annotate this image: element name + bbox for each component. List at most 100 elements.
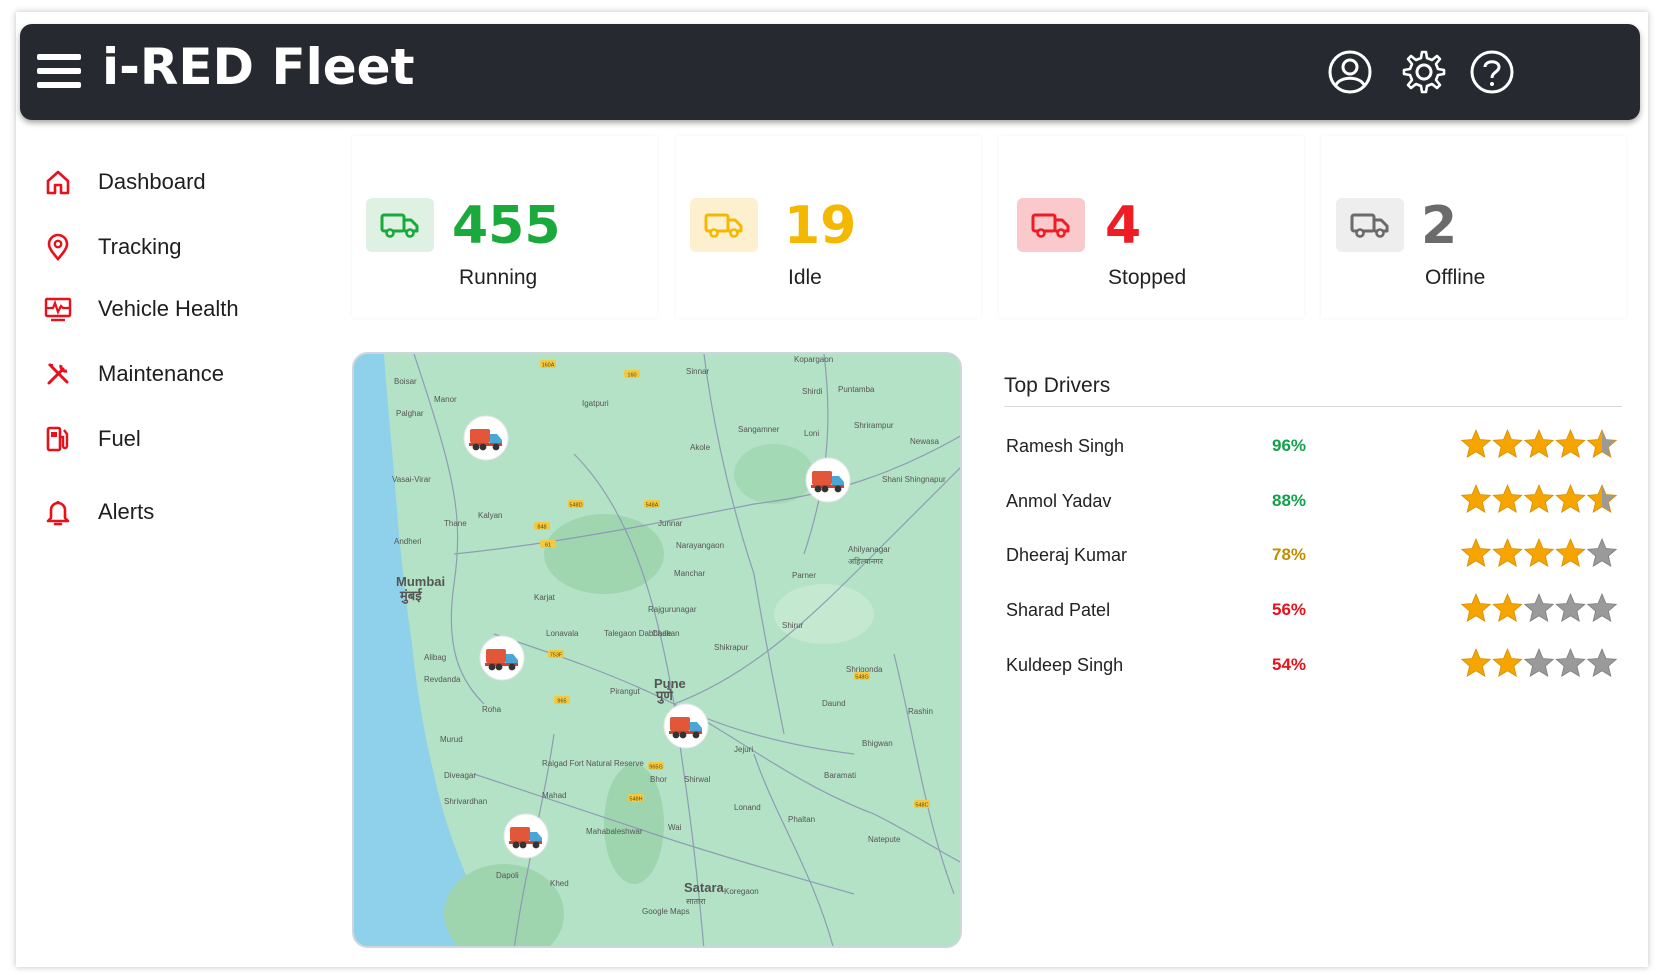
star-rating [1460, 537, 1618, 567]
sidebar: Dashboard Tracking Vehicle Health Mainte… [20, 136, 330, 956]
map-place-label: Shirur [782, 621, 804, 630]
star-icon [1555, 537, 1586, 567]
map-place-label: Bhor [650, 775, 667, 784]
star-icon [1492, 428, 1523, 458]
map-place-label: Alibag [424, 653, 446, 662]
map-canvas[interactable]: Boisar Palghar Manor Vasai-Virar Thane Kalyan… [354, 354, 962, 948]
star-icon [1523, 428, 1555, 458]
truck-marker-icon[interactable] [503, 813, 549, 859]
star-icon [1523, 483, 1555, 513]
sidebar-item-label: Dashboard [98, 169, 206, 194]
star-icon [1460, 428, 1492, 458]
fuel-pump-icon [42, 423, 74, 455]
star-icon [1460, 647, 1492, 677]
map-place-label: Shirdi [802, 387, 823, 396]
settings-icon[interactable] [1398, 48, 1446, 96]
star-icon [1555, 592, 1586, 622]
stat-card-offline[interactable]: 2 Offline [1321, 136, 1626, 318]
map-place-label: Narayangaon [676, 541, 724, 550]
star-icon [1555, 483, 1586, 513]
driver-row[interactable]: Dheeraj Kumar 78% [1006, 537, 1626, 577]
map-place-label: Phaltan [788, 815, 815, 824]
star-icon [1460, 537, 1492, 567]
stat-value: 19 [784, 196, 857, 256]
svg-text:965G: 965G [649, 765, 662, 771]
road-shield: 548G [854, 672, 870, 681]
map-place-label: Manor [434, 395, 457, 404]
sidebar-item-vehicle-health[interactable]: Vehicle Health [42, 289, 239, 329]
sidebar-item-fuel[interactable]: Fuel [42, 419, 141, 459]
map-place-label: Shirwal [684, 775, 710, 784]
map-place-label: Parner [792, 571, 816, 580]
svg-text:548D: 548D [569, 503, 582, 509]
svg-text:160: 160 [627, 373, 636, 379]
sidebar-item-label: Vehicle Health [98, 296, 239, 321]
svg-text:965: 965 [557, 699, 566, 705]
map-place-label: Roha [482, 705, 502, 714]
road-shield: 753F [548, 650, 564, 659]
map-place-label: Mumbai [396, 574, 445, 589]
truck-icon [1017, 198, 1085, 252]
truck-marker-icon[interactable] [463, 415, 509, 461]
road-shield: 965G [648, 762, 664, 771]
top-drivers-panel: Top Drivers Ramesh Singh 96% Anmol Yadav 8… [996, 358, 1636, 948]
map-place-label: Igatpuri [582, 399, 609, 408]
driver-row[interactable]: Ramesh Singh 96% [1006, 428, 1626, 468]
star-icon [1492, 647, 1523, 677]
stat-card-idle[interactable]: 19 Idle [676, 136, 981, 318]
truck-marker-icon[interactable] [663, 703, 709, 749]
driver-row[interactable]: Anmol Yadav 88% [1006, 483, 1626, 523]
road-shield: 965 [554, 696, 570, 705]
star-icon [1460, 483, 1492, 513]
stat-value: 2 [1421, 196, 1458, 256]
stat-card-running[interactable]: 455 Running [352, 136, 657, 318]
map-place-label: Andheri [394, 537, 422, 546]
star-icon [1586, 647, 1618, 677]
road-shield: 160 [624, 370, 640, 379]
driver-name: Sharad Patel [1006, 600, 1111, 620]
map-place-label: Shikrapur [714, 643, 749, 652]
map-place-label: Vasai-Virar [392, 475, 431, 484]
road-shield: 548A [644, 500, 660, 509]
driver-score: 56% [1272, 600, 1307, 619]
sidebar-item-dashboard[interactable]: Dashboard [42, 162, 206, 202]
top-bar: i-RED Fleet [20, 24, 1640, 120]
divider [1004, 406, 1622, 407]
driver-score: 54% [1272, 655, 1307, 674]
sidebar-item-maintenance[interactable]: Maintenance [42, 354, 224, 394]
truck-marker-icon[interactable] [805, 457, 851, 503]
sidebar-item-alerts[interactable]: Alerts [42, 492, 154, 532]
driver-name: Anmol Yadav [1006, 491, 1112, 511]
star-rating [1460, 483, 1618, 513]
user-icon[interactable] [1326, 48, 1374, 96]
truck-icon [1336, 198, 1404, 252]
tracking-map[interactable]: Boisar Palghar Manor Vasai-Virar Thane Kalyan… [352, 352, 962, 948]
star-icon [1586, 537, 1618, 567]
menu-icon[interactable] [37, 54, 83, 90]
driver-row[interactable]: Sharad Patel 56% [1006, 592, 1626, 632]
driver-row[interactable]: Kuldeep Singh 54% [1006, 647, 1626, 687]
stat-card-stopped[interactable]: 4 Stopped [999, 136, 1304, 318]
map-place-label: Kalyan [478, 511, 502, 520]
map-place-label: Wai [668, 823, 682, 832]
star-icon [1492, 537, 1523, 567]
road-shield: 548C [914, 800, 930, 809]
map-place-label: अहिल्यानगर [848, 556, 884, 566]
stat-label: Offline [1425, 266, 1486, 289]
map-place-label: Sangamner [738, 425, 780, 434]
bell-icon [42, 496, 74, 528]
star-icon [1523, 647, 1555, 677]
map-place-label: Chakan [652, 629, 680, 638]
svg-text:548H: 548H [629, 797, 642, 803]
sidebar-item-tracking[interactable]: Tracking [42, 227, 182, 267]
map-place-label: Rajgurunagar [648, 605, 697, 614]
star-icon [1586, 483, 1618, 513]
stat-value: 455 [452, 196, 561, 256]
map-place-label: Lonavala [546, 629, 579, 638]
help-icon[interactable] [1468, 48, 1516, 96]
heartbeat-monitor-icon [42, 293, 74, 325]
sidebar-item-label: Fuel [98, 426, 141, 451]
truck-marker-icon[interactable] [479, 635, 525, 681]
star-icon [1523, 592, 1555, 622]
truck-icon [366, 198, 434, 252]
